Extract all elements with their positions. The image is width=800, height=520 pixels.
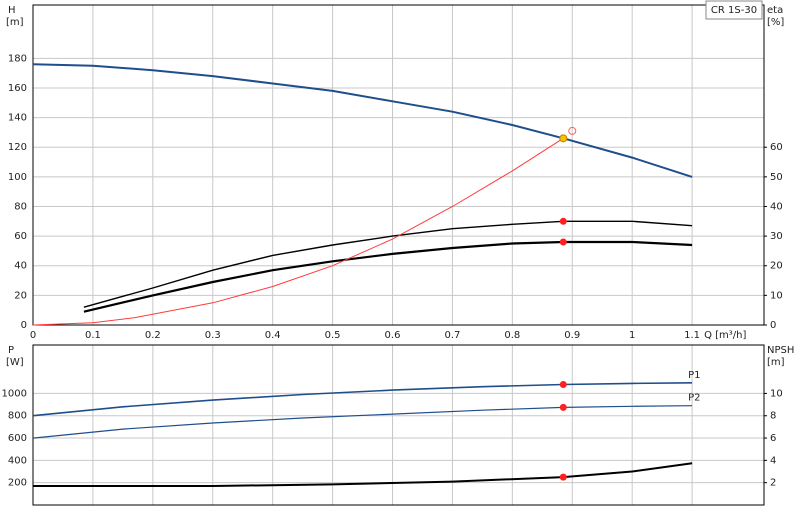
x-tick-label: 0.9 <box>564 330 580 341</box>
operating-point <box>559 473 567 481</box>
y-unit: [W] <box>6 357 24 368</box>
x-tick-label: 0.6 <box>385 330 401 341</box>
y2-tick-label: 2 <box>770 478 776 489</box>
x-tick-label: 0.8 <box>504 330 520 341</box>
y-tick-label: 60 <box>14 231 27 242</box>
series-label: P2 <box>688 393 700 404</box>
y2-unit: [%] <box>767 17 784 28</box>
operating-point <box>559 380 567 388</box>
operating-point <box>559 217 567 225</box>
y-tick-label: 100 <box>8 172 27 183</box>
y2-tick-label: 0 <box>770 320 776 331</box>
y-tick-label: 80 <box>14 201 27 212</box>
curve <box>83 240 693 313</box>
y2-tick-label: 40 <box>770 201 783 212</box>
y2-tick-label: 10 <box>770 388 783 399</box>
x-tick-label: 0.1 <box>85 330 101 341</box>
y-tick-label: 600 <box>8 433 27 444</box>
x-tick-label: 0.7 <box>444 330 460 341</box>
x-tick-label: 0.2 <box>145 330 161 341</box>
y-tick-label: 140 <box>8 113 27 124</box>
y-tick-label: 400 <box>8 455 27 466</box>
y-tick-label: 20 <box>14 290 27 301</box>
y-tick-label: 160 <box>8 83 27 94</box>
y-label: H <box>8 5 16 16</box>
series-label: P1 <box>688 370 700 381</box>
operating-point <box>568 126 577 135</box>
curve <box>83 220 693 308</box>
curve <box>33 462 693 487</box>
y-tick-label: 180 <box>8 53 27 64</box>
y2-tick-label: 20 <box>770 261 783 272</box>
x-tick-label: 0.3 <box>205 330 221 341</box>
y-tick-label: 0 <box>21 320 27 331</box>
y2-tick-label: 50 <box>770 172 783 183</box>
y2-tick-label: 30 <box>770 231 783 242</box>
curve <box>32 63 693 178</box>
x-tick-label: 0.4 <box>265 330 281 341</box>
operating-point <box>559 403 567 411</box>
x-tick-label: 1 <box>629 330 635 341</box>
y2-label: NPSH <box>767 345 794 356</box>
y2-tick-label: 6 <box>770 433 776 444</box>
y-tick-label: 200 <box>8 478 27 489</box>
x-label: Q [m³/h] <box>704 330 746 341</box>
y-tick-label: 800 <box>8 411 27 422</box>
plot-frame <box>32 4 765 326</box>
x-tick-label: 0 <box>30 330 36 341</box>
operating-point <box>559 238 567 246</box>
y2-tick-label: 10 <box>770 290 783 301</box>
curve <box>32 405 693 439</box>
y-label: P <box>8 345 14 356</box>
y-tick-label: 1000 <box>2 388 27 399</box>
x-tick-label: 0.5 <box>325 330 341 341</box>
y-unit: [m] <box>6 17 24 28</box>
legend-box <box>705 0 763 20</box>
y-tick-label: 40 <box>14 261 27 272</box>
x-tick-label: 1.1 <box>684 330 700 341</box>
plot-frame <box>32 344 765 506</box>
y2-tick-label: 4 <box>770 455 776 466</box>
y2-tick-label: 8 <box>770 411 776 422</box>
y2-label: eta <box>767 5 783 16</box>
y2-tick-label: 60 <box>770 142 783 153</box>
y2-unit: [m] <box>767 357 785 368</box>
legend-text: CR 1S-30 <box>711 5 757 16</box>
operating-point <box>559 134 568 143</box>
y-tick-label: 120 <box>8 142 27 153</box>
curve <box>32 137 564 326</box>
curve <box>32 382 693 417</box>
